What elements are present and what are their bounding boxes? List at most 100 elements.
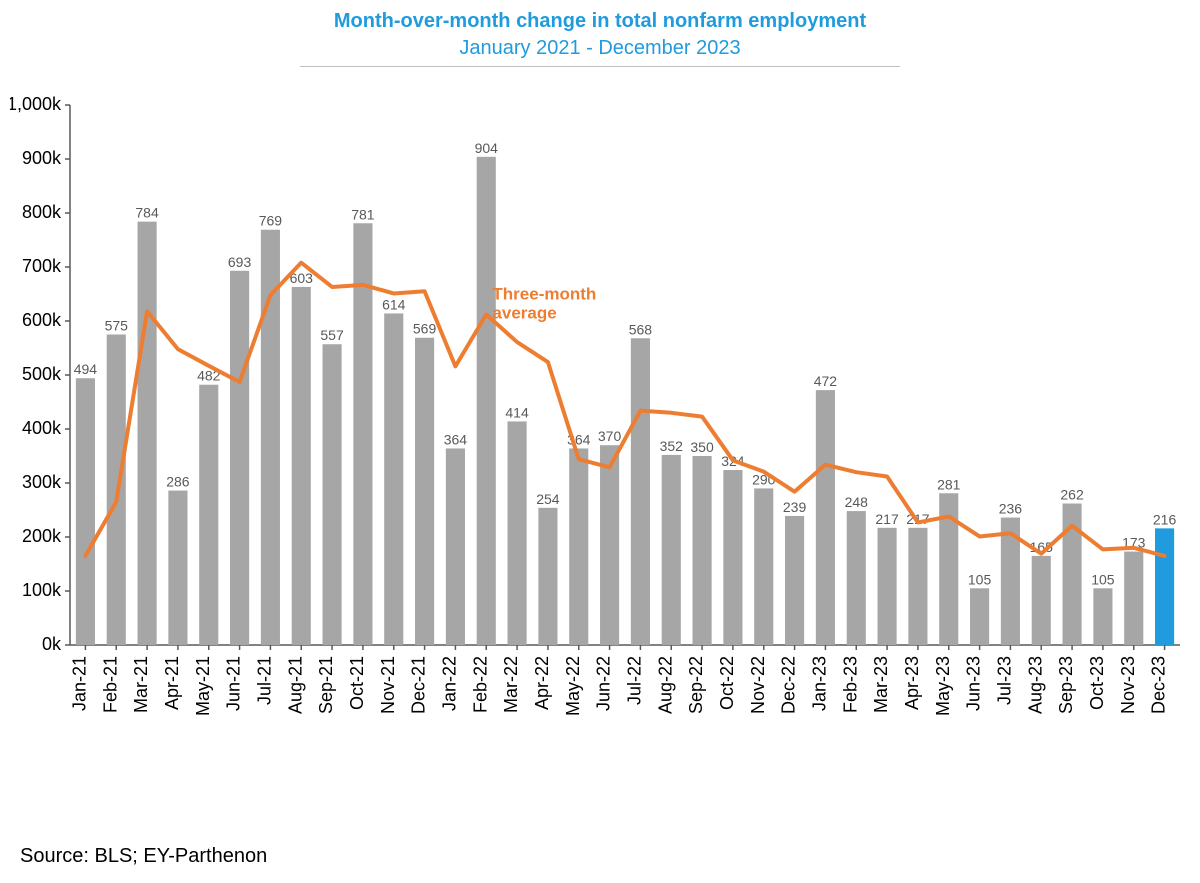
svg-text:900k: 900k: [22, 148, 62, 168]
svg-text:700k: 700k: [22, 256, 62, 276]
x-tick-label: Jul-23: [994, 656, 1014, 705]
svg-text:200k: 200k: [22, 526, 62, 546]
bar: [908, 528, 927, 645]
x-tick-label: Dec-21: [409, 656, 429, 714]
chart-title: Month-over-month change in total nonfarm…: [0, 10, 1200, 33]
bar: [723, 470, 742, 645]
bar-label: 281: [937, 476, 961, 492]
bar-label: 105: [1091, 571, 1115, 587]
chart-subtitle: January 2021 - December 2023: [0, 37, 1200, 60]
bar-label: 254: [536, 491, 560, 507]
bar: [1124, 552, 1143, 645]
bar: [1155, 528, 1174, 645]
bar-label: 575: [105, 318, 129, 334]
bar-label: 364: [444, 431, 468, 447]
bar-label: 248: [845, 494, 869, 510]
bar: [538, 508, 557, 645]
bar-label: 494: [74, 361, 98, 377]
source-text: Source: BLS; EY-Parthenon: [20, 845, 267, 868]
x-tick-label: May-21: [193, 656, 213, 716]
x-tick-label: Jan-21: [69, 656, 89, 711]
x-tick-label: Oct-22: [717, 656, 737, 710]
title-block: Month-over-month change in total nonfarm…: [0, 10, 1200, 67]
bar: [76, 378, 95, 645]
x-tick-label: Jan-22: [439, 656, 459, 711]
svg-text:600k: 600k: [22, 310, 62, 330]
x-tick-label: Mar-21: [131, 656, 151, 713]
x-tick-label: Sep-22: [686, 656, 706, 714]
bar: [323, 344, 342, 645]
x-tick-label: Jul-22: [624, 656, 644, 705]
bar-label: 414: [505, 404, 529, 420]
bar-label: 239: [783, 499, 807, 515]
title-underline: [300, 66, 900, 67]
x-tick-label: May-23: [933, 656, 953, 716]
bar: [168, 491, 187, 645]
x-tick-label: Jun-22: [594, 656, 614, 711]
bar: [847, 511, 866, 645]
x-tick-label: Jul-21: [254, 656, 274, 705]
x-tick-label: Aug-21: [285, 656, 305, 714]
avg-line-label: Three-monthaverage: [492, 284, 596, 322]
bar-label: 769: [259, 213, 283, 229]
bar: [1032, 556, 1051, 645]
x-tick-label: Jan-23: [809, 656, 829, 711]
bar-label: 352: [660, 438, 684, 454]
bar-label: 781: [351, 206, 375, 222]
x-tick-label: Nov-22: [748, 656, 768, 714]
x-tick-label: May-22: [563, 656, 583, 716]
x-tick-label: Apr-23: [902, 656, 922, 710]
x-tick-label: Mar-23: [871, 656, 891, 713]
bar: [508, 421, 527, 645]
bar: [754, 488, 773, 645]
bar: [477, 157, 496, 645]
bar: [292, 287, 311, 645]
x-tick-label: Sep-23: [1056, 656, 1076, 714]
bar: [415, 338, 434, 645]
x-tick-label: Oct-23: [1087, 656, 1107, 710]
chart-svg: 0k100k200k300k400k500k600k700k800k900k1,…: [10, 95, 1190, 775]
x-tick-label: Aug-22: [655, 656, 675, 714]
bar: [230, 271, 249, 645]
bar-label: 557: [320, 327, 344, 343]
bar: [446, 448, 465, 645]
bar: [600, 445, 619, 645]
bar: [138, 222, 157, 645]
x-tick-label: Nov-23: [1118, 656, 1138, 714]
chart-area: 0k100k200k300k400k500k600k700k800k900k1,…: [10, 95, 1190, 775]
bar-label: 217: [875, 511, 899, 527]
svg-text:800k: 800k: [22, 202, 62, 222]
bar: [816, 390, 835, 645]
bar-label: 569: [413, 321, 437, 337]
x-tick-label: Feb-22: [470, 656, 490, 713]
x-tick-label: Sep-21: [316, 656, 336, 714]
bar: [693, 456, 712, 645]
x-tick-label: Jun-23: [964, 656, 984, 711]
bar-label: 262: [1060, 487, 1084, 503]
x-tick-label: Feb-21: [100, 656, 120, 713]
bar-label: 216: [1153, 511, 1177, 527]
bar-label: 105: [968, 571, 992, 587]
bar-label: 614: [382, 296, 406, 312]
bar-label: 568: [629, 321, 653, 337]
bar: [785, 516, 804, 645]
bar: [384, 313, 403, 645]
x-tick-label: Nov-21: [378, 656, 398, 714]
svg-text:0k: 0k: [42, 634, 62, 654]
bar-label: 370: [598, 428, 622, 444]
svg-text:500k: 500k: [22, 364, 62, 384]
x-tick-label: Dec-23: [1149, 656, 1169, 714]
x-tick-label: Jun-21: [224, 656, 244, 711]
svg-text:1,000k: 1,000k: [10, 95, 62, 114]
x-tick-label: Aug-23: [1025, 656, 1045, 714]
bar-label: 350: [690, 439, 714, 455]
x-tick-label: Apr-21: [162, 656, 182, 710]
bar-label: 286: [166, 474, 190, 490]
bar: [970, 588, 989, 645]
bar: [1093, 588, 1112, 645]
page: Month-over-month change in total nonfarm…: [0, 0, 1200, 883]
bar: [631, 338, 650, 645]
bar-label: 904: [475, 140, 499, 156]
bar-label: 693: [228, 254, 252, 270]
x-tick-label: Dec-22: [779, 656, 799, 714]
